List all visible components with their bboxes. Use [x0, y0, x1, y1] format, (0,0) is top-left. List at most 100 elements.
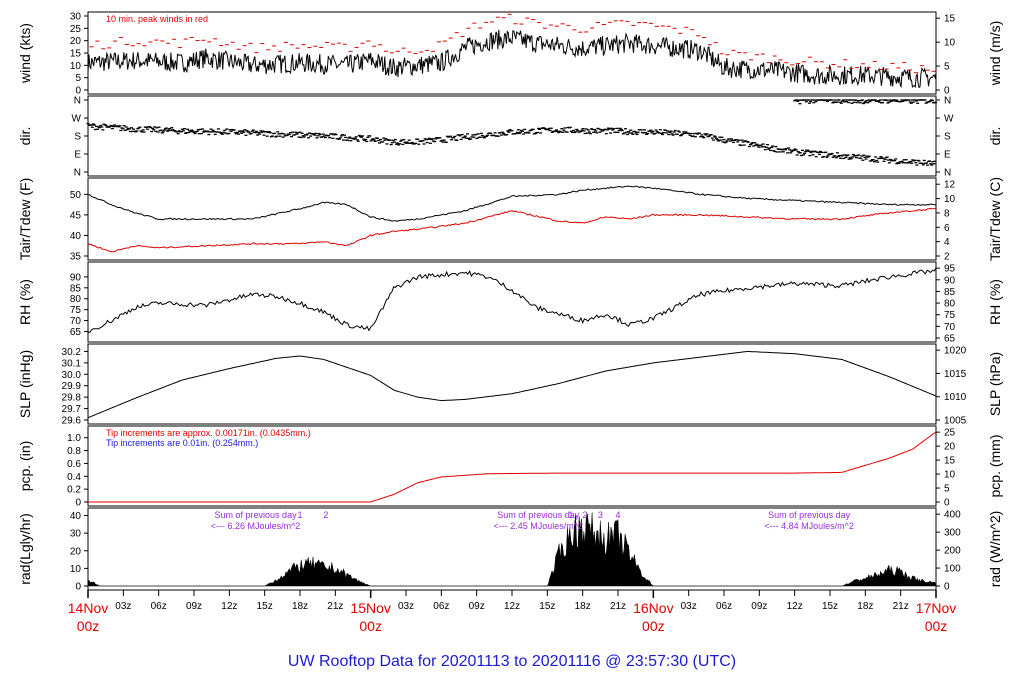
y-tick-label-left: N — [74, 96, 81, 107]
y-tick-label-right: 70 — [944, 322, 956, 333]
series-temp-tdew — [87, 207, 937, 253]
y-axis-title-right: SLP (hPa) — [987, 352, 1003, 416]
y-tick-label-right: 15 — [944, 14, 956, 25]
x-tick-label: 21z — [327, 601, 343, 612]
y-tick-label-left: 29.9 — [62, 381, 82, 392]
y-tick-label-left: 45 — [70, 210, 82, 221]
y-tick-label-right: 1020 — [944, 346, 967, 357]
series-rh — [87, 267, 937, 333]
series-radiation — [87, 512, 937, 587]
peak-marker: 3 — [598, 510, 603, 520]
day-sum-value: <--- 6.26 MJoules/m^2 — [211, 521, 301, 531]
y-tick-label-left: 20 — [70, 546, 82, 557]
x-tick-label: 03z — [398, 601, 414, 612]
peak-marker: 1 — [297, 510, 302, 520]
y-tick-label-right: N — [944, 96, 951, 107]
y-tick-label-right: 1010 — [944, 392, 967, 403]
panel-frame — [87, 177, 937, 261]
x-tick-label: 18z — [857, 601, 873, 612]
day-sum-note: Sum of previous day — [215, 510, 298, 520]
y-tick-label-right: 0 — [944, 86, 950, 97]
day-sum-value: <--- 4.84 MJoules/m^2 — [764, 521, 854, 531]
x-tick-label: 18z — [575, 601, 591, 612]
x-tick-label: 15z — [539, 601, 555, 612]
peak-marker: 1 — [568, 510, 573, 520]
y-tick-label-right: 400 — [944, 510, 961, 521]
y-tick-label-left: 65 — [70, 327, 82, 338]
y-tick-label-right: 4 — [944, 237, 950, 248]
date-hour-label: 00z — [77, 618, 100, 634]
y-tick-label-right: 10 — [944, 470, 956, 481]
y-tick-label-left: 40 — [70, 231, 82, 242]
y-tick-label-left: 10 — [70, 564, 82, 575]
panel-frame — [87, 425, 937, 507]
y-axis-title-right: rad (W/m^2) — [987, 511, 1003, 588]
series-slp — [87, 351, 937, 419]
y-tick-label-left: 29.8 — [62, 393, 82, 404]
x-tick-label: 06z — [716, 601, 732, 612]
time-axis: 03z 06z 09z 12z 15z 18z 21z 03z 06z 09z 12z 15z 18z 2… — [68, 590, 956, 634]
panel-frame — [87, 261, 937, 343]
y-tick-label-left: S — [74, 132, 81, 143]
y-tick-label-left: 1.0 — [67, 433, 81, 444]
peak-marker: 4 — [615, 510, 620, 520]
series-wind-speed — [87, 29, 937, 89]
y-axis-title-left: dir. — [17, 127, 33, 146]
y-tick-label-left: E — [74, 150, 81, 161]
y-tick-label-right: E — [944, 150, 951, 161]
date-hour-label: 00z — [642, 618, 665, 634]
y-tick-label-right: 300 — [944, 528, 961, 539]
y-tick-label-right: 0 — [944, 498, 950, 509]
date-label: 15Nov — [350, 600, 390, 616]
y-tick-label-left: 15 — [70, 49, 82, 60]
y-axis-title-right: wind (m/s) — [987, 21, 1003, 87]
panel-temp: 35 40 45 50 2 4 6 8 10 12 Tair/Tdew (F) Tair/Tdew (… — [17, 177, 1003, 263]
x-tick-label: 09z — [186, 601, 202, 612]
y-tick-label-left: 30 — [70, 12, 82, 23]
y-tick-label-right: 65 — [944, 334, 956, 345]
y-tick-label-left: 0 — [75, 86, 81, 97]
y-tick-label-left: 25 — [70, 24, 82, 35]
y-tick-label-right: 100 — [944, 564, 961, 575]
y-axis-title-left: SLP (inHg) — [17, 350, 33, 418]
y-tick-label-left: W — [72, 114, 82, 125]
y-tick-label-left: 0.4 — [67, 472, 81, 483]
y-tick-label-right: 80 — [944, 299, 956, 310]
date-hour-label: 00z — [925, 618, 948, 634]
panel-frame — [87, 11, 937, 95]
y-tick-label-left: 30 — [70, 529, 82, 540]
y-tick-label-left: 0 — [75, 498, 81, 509]
x-tick-label: 21z — [610, 601, 626, 612]
y-tick-label-right: 5 — [944, 484, 950, 495]
y-axis-title-left: pcp. (in) — [17, 441, 33, 492]
y-tick-label-left: 0.2 — [67, 485, 81, 496]
y-tick-label-right: 1015 — [944, 369, 967, 380]
y-tick-label-left: 0.6 — [67, 459, 81, 470]
y-tick-label-right: 75 — [944, 310, 956, 321]
y-tick-label-right: 25 — [944, 428, 956, 439]
y-tick-label-right: 90 — [944, 275, 956, 286]
y-axis-title-right: Tair/Tdew (C) — [987, 177, 1003, 261]
y-tick-label-right: W — [944, 114, 954, 125]
day-sum-note: Sum of previous day — [497, 510, 580, 520]
y-axis-title-left: RH (%) — [17, 279, 33, 325]
y-tick-label-right: 10 — [944, 38, 956, 49]
y-tick-label-left: 85 — [70, 283, 82, 294]
y-tick-label-left: 90 — [70, 272, 82, 283]
y-tick-label-right: 95 — [944, 264, 956, 275]
y-tick-label-right: 8 — [944, 208, 950, 219]
tip-note-red: Tip increments are approx. 0.00171in. (0… — [106, 428, 311, 438]
y-tick-label-right: 15 — [944, 456, 956, 467]
y-tick-label-left: 5 — [75, 73, 81, 84]
panel-pcp: 0 0.2 0.4 0.6 0.8 1.0 0 5 10 15 20 25 pcp. (in) pcp. … — [17, 425, 1003, 509]
x-tick-label: 12z — [504, 601, 520, 612]
y-tick-label-left: N — [74, 168, 81, 179]
y-tick-label-left: 35 — [70, 252, 82, 263]
x-tick-label: 03z — [681, 601, 697, 612]
y-tick-label-right: 200 — [944, 546, 961, 557]
x-tick-label: 21z — [893, 601, 909, 612]
